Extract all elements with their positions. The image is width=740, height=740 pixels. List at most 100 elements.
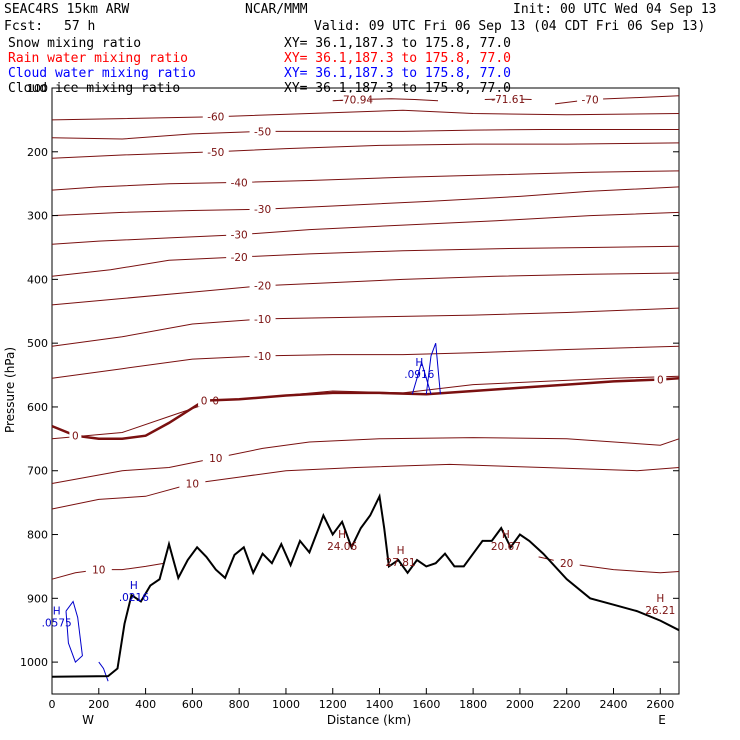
- y-tick-label: 300: [27, 210, 48, 223]
- isotherm-line: [51, 375, 680, 440]
- isotherm-line: [51, 170, 680, 191]
- terrain-layer: [51, 492, 680, 678]
- isotherm-label: -30: [254, 204, 271, 216]
- x-tick-label: 2400: [599, 698, 627, 711]
- valid-time: Valid: 09 UTC Fri 06 Sep 13 (04 CDT Fri …: [314, 19, 705, 34]
- extremum-value: .0575: [42, 618, 72, 630]
- freezing-label-bg: [69, 428, 82, 442]
- x-tick-label: 400: [135, 698, 156, 711]
- x-tick-label: 1200: [319, 698, 347, 711]
- x-tick-label: 200: [88, 698, 109, 711]
- x-tick-label: 2600: [646, 698, 674, 711]
- isotherm-label-bg: [202, 450, 229, 464]
- isotherm-label-bg: [179, 476, 206, 490]
- extremum-value: .0216: [119, 592, 149, 604]
- isotherm-label-bg: [249, 202, 276, 216]
- cloud-water-contour: [425, 343, 441, 395]
- init-time: Init: 00 UTC Wed 04 Sep 13: [513, 2, 717, 17]
- y-tick-label: 200: [27, 146, 48, 159]
- model-title: SEAC4RS 15km ARW: [4, 2, 129, 17]
- extremum-marker: H: [415, 357, 423, 369]
- freezing-level-layer: 0 0 0: [51, 372, 680, 443]
- isotherm-label-bg: [226, 175, 253, 189]
- isotherm-line: [51, 437, 680, 484]
- freezing-level-label: 0: [657, 375, 664, 387]
- east-endpoint: E: [658, 713, 666, 727]
- isotherm-line: [51, 245, 680, 277]
- isotherm-label: -40: [231, 177, 248, 189]
- isotherm-label-bg: [226, 250, 253, 264]
- x-tick-label: 1000: [272, 698, 300, 711]
- isotherm-label: -10: [254, 314, 271, 326]
- isotherm-label-bg: [249, 348, 276, 362]
- extrema-layer: H24.06 H27.81H20.67H26.21H.0916H.0216H.05…: [42, 357, 676, 630]
- legend-label-snow: Snow mixing ratio: [8, 36, 141, 51]
- x-tick-label: 0: [49, 698, 56, 711]
- x-tick-label: 1800: [459, 698, 487, 711]
- freezing-label-bg: [654, 372, 667, 386]
- x-tick-label: 1400: [366, 698, 394, 711]
- legend-label-rain: Rain water mixing ratio: [8, 51, 188, 66]
- isotherm-layer: -60 -70.94 -71.61 -70 -50 -50 -40 -30 -30 -20 -20 -…: [51, 91, 680, 580]
- isotherm-line: [51, 109, 680, 121]
- y-tick-label: 1000: [20, 656, 48, 669]
- extremum-marker: H: [397, 545, 405, 557]
- isotherm-line: [51, 272, 680, 306]
- extremum-value: 24.06: [327, 541, 357, 553]
- extremum-value: 27.81: [386, 557, 416, 569]
- x-tick-label: 600: [182, 698, 203, 711]
- isotherm-line: [554, 95, 680, 105]
- isotherm-label-bg: [495, 91, 522, 105]
- x-axis-title: Distance (km): [327, 713, 411, 727]
- isotherm-label: -20: [231, 252, 248, 264]
- cloud-water-contour: [98, 661, 109, 682]
- isotherm-label: 0: [212, 396, 219, 408]
- legend-xy-rain: XY= 36.1,187.3 to 175.8, 77.0: [284, 51, 511, 66]
- isotherm-line: [51, 142, 680, 159]
- extremum-marker: H: [53, 606, 61, 618]
- forecast-hours: 57 h: [64, 19, 95, 34]
- isotherm-label-bg: [553, 556, 580, 570]
- cloud-water-contour: [65, 600, 83, 663]
- x-tick-label: 2000: [506, 698, 534, 711]
- west-endpoint: W: [82, 713, 94, 727]
- isotherm-line: [51, 129, 679, 140]
- isotherm-label: 20: [560, 558, 573, 570]
- isotherm-line: [51, 186, 680, 217]
- isotherm-label-bg: [202, 109, 229, 123]
- y-tick-label: 100: [27, 82, 48, 95]
- isotherm-line: [51, 211, 680, 245]
- x-tick-label: 2200: [553, 698, 581, 711]
- freezing-level-line: [51, 376, 680, 441]
- extremum-value: 20.67: [491, 541, 521, 553]
- isotherm-label-bg: [577, 92, 604, 106]
- isotherm-line: [51, 307, 680, 347]
- isotherm-label-bg: [343, 92, 370, 106]
- isotherm-label: -50: [207, 147, 224, 159]
- forecast-label: Fcst:: [4, 19, 43, 34]
- extremum-marker: H: [502, 529, 510, 541]
- y-tick-label: 600: [27, 401, 48, 414]
- isotherm-line: [51, 345, 680, 379]
- x-tick-label: 1600: [412, 698, 440, 711]
- isotherm-label: -71.61: [491, 94, 525, 106]
- y-tick-label: 400: [27, 273, 48, 286]
- legend: Snow mixing ratio XY= 36.1,187.3 to 175.…: [8, 36, 511, 96]
- y-tick-label: 500: [27, 337, 48, 350]
- isotherm-label: -70.94: [339, 94, 373, 106]
- isotherm-label-bg: [249, 278, 276, 292]
- legend-xy-snow: XY= 36.1,187.3 to 175.8, 77.0: [284, 36, 511, 51]
- isotherm-label-bg: [249, 311, 276, 325]
- org-label: NCAR/MMM: [245, 2, 308, 17]
- x-tick-label: 800: [229, 698, 250, 711]
- isotherm-label: -70: [582, 94, 599, 106]
- isotherm-label-bg: [249, 124, 276, 138]
- freezing-level-label: 0: [72, 431, 79, 443]
- isotherm-label-bg: [202, 144, 229, 158]
- legend-xy-cloud-water: XY= 36.1,187.3 to 175.8, 77.0: [284, 66, 511, 81]
- isotherm-label: -20: [254, 281, 271, 293]
- isotherm-label: 10: [186, 478, 199, 490]
- freezing-label-bg: [198, 393, 211, 407]
- isotherm-line: [51, 463, 680, 510]
